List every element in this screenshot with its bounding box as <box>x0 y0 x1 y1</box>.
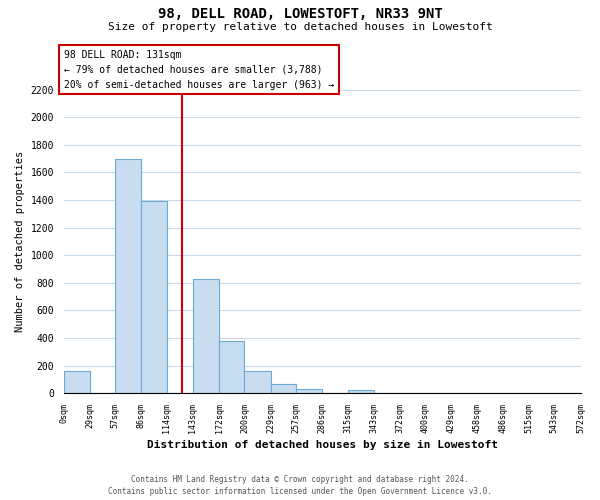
Bar <box>193 278 219 394</box>
Text: Contains HM Land Registry data © Crown copyright and database right 2024.
Contai: Contains HM Land Registry data © Crown c… <box>108 474 492 496</box>
Bar <box>244 371 271 394</box>
Bar <box>219 341 244 394</box>
Bar <box>64 371 90 394</box>
Text: Size of property relative to detached houses in Lowestoft: Size of property relative to detached ho… <box>107 22 493 32</box>
Bar <box>115 158 142 394</box>
X-axis label: Distribution of detached houses by size in Lowestoft: Distribution of detached houses by size … <box>146 440 497 450</box>
Y-axis label: Number of detached properties: Number of detached properties <box>15 151 25 332</box>
Text: 98 DELL ROAD: 131sqm
← 79% of detached houses are smaller (3,788)
20% of semi-de: 98 DELL ROAD: 131sqm ← 79% of detached h… <box>64 50 334 90</box>
Bar <box>296 389 322 394</box>
Bar <box>142 202 167 394</box>
Bar <box>271 384 296 394</box>
Text: 98, DELL ROAD, LOWESTOFT, NR33 9NT: 98, DELL ROAD, LOWESTOFT, NR33 9NT <box>158 8 442 22</box>
Bar <box>349 390 374 394</box>
